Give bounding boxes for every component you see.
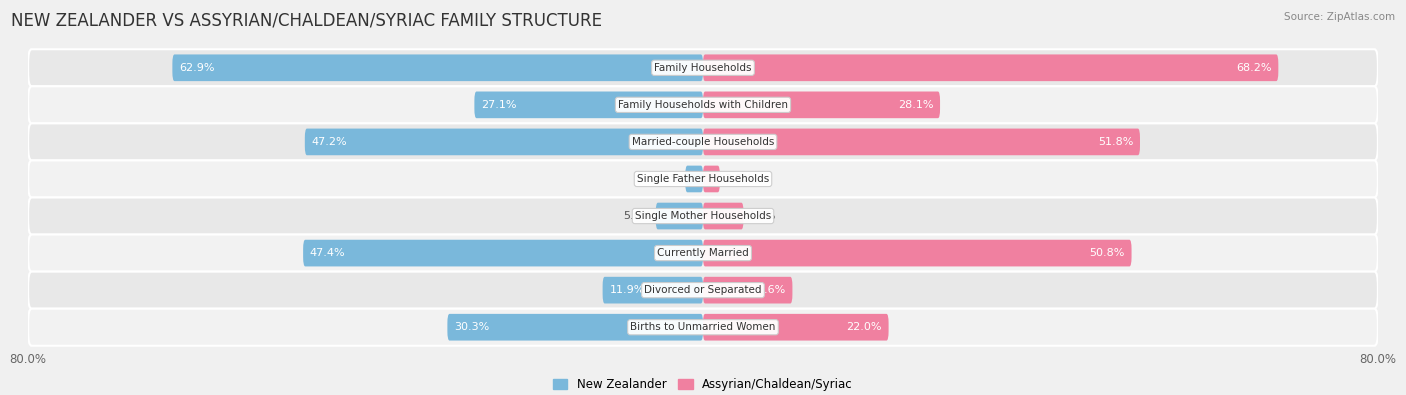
FancyBboxPatch shape [304,240,703,267]
FancyBboxPatch shape [703,240,1132,267]
Text: 5.6%: 5.6% [623,211,651,221]
FancyBboxPatch shape [28,160,1378,198]
FancyBboxPatch shape [655,203,703,229]
FancyBboxPatch shape [28,123,1378,160]
FancyBboxPatch shape [28,49,1378,87]
FancyBboxPatch shape [28,198,1378,235]
Text: Single Father Households: Single Father Households [637,174,769,184]
FancyBboxPatch shape [305,128,703,155]
Text: 4.8%: 4.8% [748,211,776,221]
Text: 11.9%: 11.9% [609,285,645,295]
Text: Currently Married: Currently Married [657,248,749,258]
FancyBboxPatch shape [703,277,793,303]
FancyBboxPatch shape [703,314,889,340]
FancyBboxPatch shape [703,55,1278,81]
FancyBboxPatch shape [28,235,1378,272]
Legend: New Zealander, Assyrian/Chaldean/Syriac: New Zealander, Assyrian/Chaldean/Syriac [548,373,858,395]
FancyBboxPatch shape [703,166,720,192]
FancyBboxPatch shape [28,87,1378,123]
Text: Births to Unmarried Women: Births to Unmarried Women [630,322,776,332]
FancyBboxPatch shape [28,272,1378,308]
Text: Married-couple Households: Married-couple Households [631,137,775,147]
Text: 47.4%: 47.4% [309,248,346,258]
Text: Single Mother Households: Single Mother Households [636,211,770,221]
Text: 2.0%: 2.0% [724,174,752,184]
FancyBboxPatch shape [603,277,703,303]
FancyBboxPatch shape [703,128,1140,155]
Text: 47.2%: 47.2% [312,137,347,147]
FancyBboxPatch shape [703,92,941,118]
FancyBboxPatch shape [703,203,744,229]
Text: 51.8%: 51.8% [1098,137,1133,147]
Text: 22.0%: 22.0% [846,322,882,332]
FancyBboxPatch shape [447,314,703,340]
Text: 50.8%: 50.8% [1090,248,1125,258]
Text: 68.2%: 68.2% [1236,63,1271,73]
FancyBboxPatch shape [474,92,703,118]
Text: 28.1%: 28.1% [898,100,934,110]
Text: 10.6%: 10.6% [751,285,786,295]
Text: Family Households with Children: Family Households with Children [619,100,787,110]
FancyBboxPatch shape [685,166,703,192]
Text: Source: ZipAtlas.com: Source: ZipAtlas.com [1284,12,1395,22]
FancyBboxPatch shape [28,308,1378,346]
Text: 30.3%: 30.3% [454,322,489,332]
Text: NEW ZEALANDER VS ASSYRIAN/CHALDEAN/SYRIAC FAMILY STRUCTURE: NEW ZEALANDER VS ASSYRIAN/CHALDEAN/SYRIA… [11,12,602,30]
Text: 62.9%: 62.9% [179,63,215,73]
Text: 2.1%: 2.1% [652,174,681,184]
Text: 27.1%: 27.1% [481,100,516,110]
Text: Divorced or Separated: Divorced or Separated [644,285,762,295]
FancyBboxPatch shape [173,55,703,81]
Text: Family Households: Family Households [654,63,752,73]
